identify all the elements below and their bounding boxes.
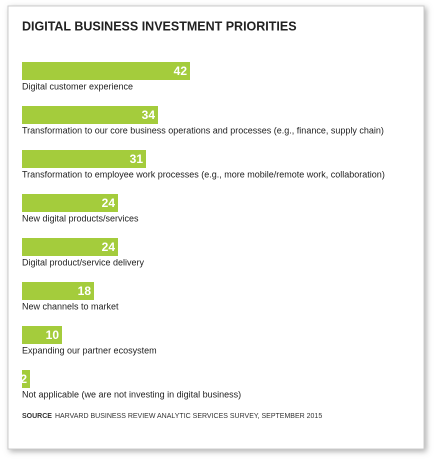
category-label: New channels to market xyxy=(22,301,119,311)
source-text: HARVARD BUSINESS REVIEW ANALYTIC SERVICE… xyxy=(55,413,322,420)
category-label: Transformation to employee work processe… xyxy=(22,169,385,179)
value-label: 24 xyxy=(102,240,116,254)
bar xyxy=(22,62,190,80)
category-label: Expanding our partner ecosystem xyxy=(22,345,157,355)
value-label: 10 xyxy=(46,328,60,342)
chart-title: DIGITAL BUSINESS INVESTMENT PRIORITIES xyxy=(22,19,297,33)
bar xyxy=(22,194,118,212)
value-label: 31 xyxy=(130,152,144,166)
bar xyxy=(22,238,118,256)
category-label: New digital products/services xyxy=(22,213,139,223)
category-label: Not applicable (we are not investing in … xyxy=(22,389,241,399)
value-label: 34 xyxy=(142,108,156,122)
category-label: Digital customer experience xyxy=(22,81,133,91)
value-label: 42 xyxy=(174,64,188,78)
source-label: SOURCE xyxy=(22,413,52,420)
category-label: Transformation to our core business oper… xyxy=(22,125,384,135)
value-label: 24 xyxy=(102,196,116,210)
value-label: 2 xyxy=(20,372,27,386)
bar xyxy=(22,370,30,388)
category-label: Digital product/service delivery xyxy=(22,257,145,267)
value-label: 18 xyxy=(78,284,92,298)
bar xyxy=(22,326,62,344)
bar xyxy=(22,150,146,168)
bar xyxy=(22,106,158,124)
source: SOURCE HARVARD BUSINESS REVIEW ANALYTIC S… xyxy=(22,413,322,420)
bar xyxy=(22,282,94,300)
